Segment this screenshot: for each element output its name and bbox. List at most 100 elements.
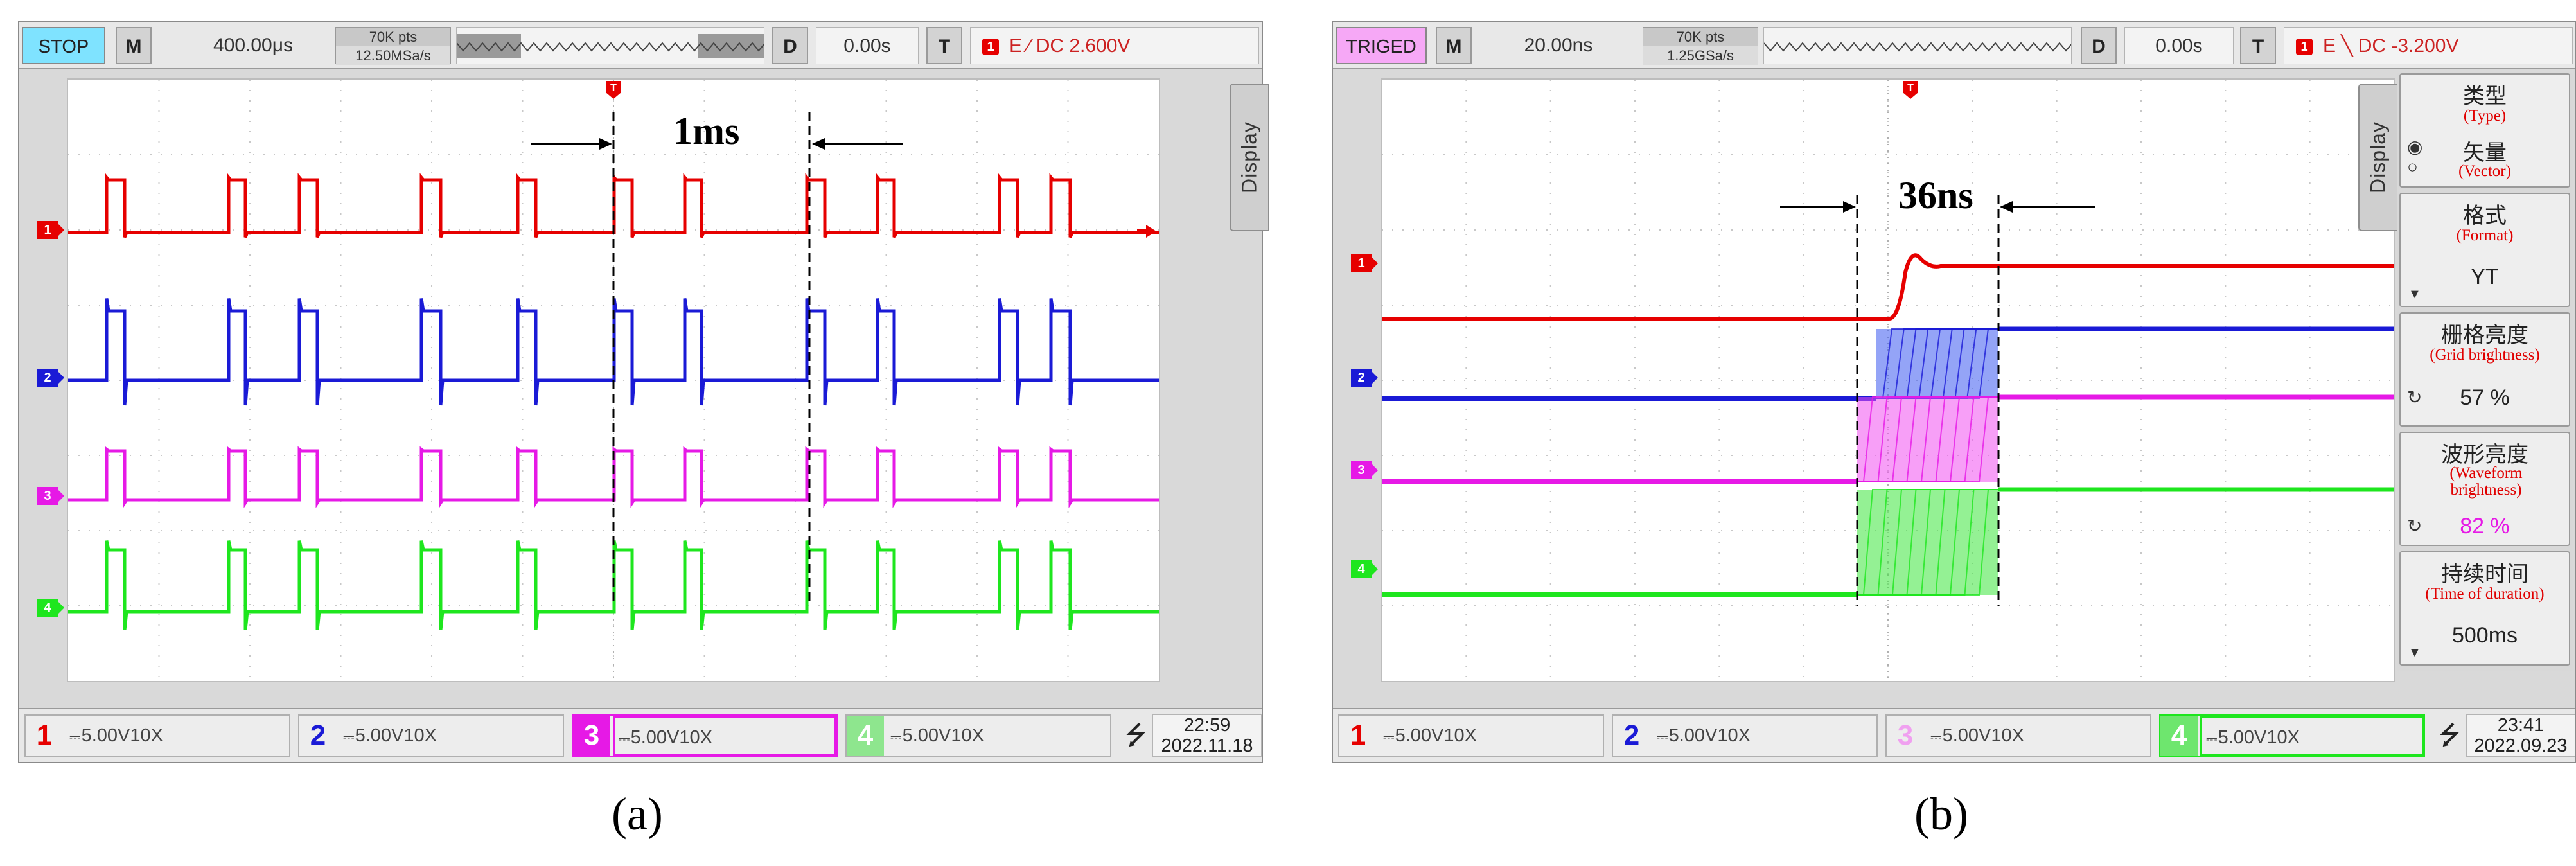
waveform-display[interactable]: T bbox=[67, 78, 1160, 682]
run-stop-button[interactable]: TRIGED bbox=[1336, 27, 1427, 64]
channel-1-marker[interactable]: 1 bbox=[1351, 254, 1378, 272]
channel-2-persistence bbox=[1382, 326, 2394, 401]
memory-points: 70K pts bbox=[1676, 29, 1725, 45]
menu-grid-brightness[interactable]: 栅格亮度 (Grid brightness) ↻ 57 % bbox=[2399, 312, 2570, 427]
dc-coupling-icon: ⎓ bbox=[1383, 729, 1395, 745]
waveform-plot: T bbox=[68, 80, 1159, 681]
system-clock: 22:59 2022.11.18 bbox=[1152, 714, 1262, 757]
menu-time-of-duration[interactable]: 持续时间 (Time of duration) 500ms ▼ bbox=[2399, 551, 2570, 666]
rotate-knob-icon: ↻ bbox=[2407, 387, 2422, 407]
pulse-period-annotation: 1ms bbox=[673, 110, 740, 152]
channel-3-scale[interactable]: 3 ⎓5.00V10X bbox=[1885, 714, 2151, 757]
channel-1-scale[interactable]: 1 ⎓5.00V10X bbox=[24, 714, 290, 757]
channel-3-trace bbox=[68, 446, 1159, 508]
channel-3-persistence bbox=[1382, 394, 2394, 484]
run-stop-button[interactable]: STOP bbox=[22, 27, 105, 64]
trigger-marker-label: T bbox=[610, 83, 617, 94]
caption-b: (b) bbox=[1914, 788, 1968, 840]
usb-icon: ⭍ bbox=[2439, 721, 2460, 750]
channel-1-scale[interactable]: 1 ⎓5.00V10X bbox=[1338, 714, 1604, 757]
delay-arrow-left-head bbox=[1843, 201, 1856, 213]
display-tab[interactable]: Display bbox=[1230, 84, 1269, 231]
trigger-marker-icon bbox=[606, 81, 621, 99]
channel-4-persistence bbox=[1382, 487, 2394, 597]
dc-coupling-icon: ⎓ bbox=[2206, 730, 2218, 747]
channel-2-marker[interactable]: 2 bbox=[37, 369, 64, 387]
trigger-channel-badge: 1 bbox=[2296, 39, 2313, 56]
delay-value[interactable]: 0.00s bbox=[816, 27, 919, 64]
display-menu: 类型 (Type) ◉ ○ 矢量 (Vector) 格式 (Format) YT… bbox=[2397, 73, 2573, 671]
persistence-edge bbox=[1819, 396, 1998, 482]
waveform-overview-strip[interactable] bbox=[456, 27, 764, 64]
menu-waveform-brightness[interactable]: 波形亮度 (Waveform brightness) ↻ 82 % bbox=[2399, 432, 2570, 546]
propagation-delay-annotation: 36ns bbox=[1898, 174, 1973, 216]
bottom-status-bar: 1 ⎓5.00V10X 2 ⎓5.00V10X 3 ⎓5.00V10X 4 ⎓5… bbox=[19, 708, 1262, 762]
system-clock: 23:41 2022.09.23 bbox=[2466, 714, 2575, 757]
dropdown-arrow-icon: ▼ bbox=[2408, 287, 2421, 301]
channel-1-trace bbox=[68, 173, 1159, 238]
radio-selected-icon[interactable]: ◉ bbox=[2407, 137, 2423, 157]
dc-coupling-icon: ⎓ bbox=[1930, 729, 1942, 745]
dc-coupling-icon: ⎓ bbox=[343, 729, 355, 745]
channel-4-marker[interactable]: 4 bbox=[1351, 560, 1378, 578]
period-arrow-right-head bbox=[812, 138, 825, 150]
trigger-marker-icon bbox=[1903, 81, 1918, 99]
trigger-key[interactable]: T bbox=[2240, 27, 2276, 64]
trigger-channel-badge: 1 bbox=[982, 39, 999, 56]
trigger-settings[interactable]: 1 E ╲ DC -3.200V bbox=[2284, 27, 2573, 64]
trigger-key[interactable]: T bbox=[926, 27, 962, 64]
overview-waveform-icon bbox=[1764, 42, 2071, 52]
oscilloscope-screenshot-a: STOP M 400.00μs 70K pts 12.50MSa/s D 0.0… bbox=[18, 21, 1269, 763]
memory-depth: 70K pts 1.25GSa/s bbox=[1643, 27, 1758, 65]
menu-type[interactable]: 类型 (Type) ◉ ○ 矢量 (Vector) bbox=[2399, 73, 2570, 188]
sample-rate: 1.25GSa/s bbox=[1643, 46, 1758, 65]
waveform-display[interactable]: T bbox=[1381, 78, 2395, 682]
dc-coupling-icon: ⎓ bbox=[890, 729, 902, 745]
bottom-status-bar: 1 ⎓5.00V10X 2 ⎓5.00V10X 3 ⎓5.00V10X 4 ⎓5… bbox=[1333, 708, 2575, 762]
trigger-description: E ╲ DC -3.200V bbox=[2323, 35, 2459, 57]
period-arrow-left-head bbox=[599, 138, 612, 150]
delay-value[interactable]: 0.00s bbox=[2124, 27, 2234, 64]
timebase-value[interactable]: 20.00ns bbox=[1524, 35, 1593, 56]
delay-key[interactable]: D bbox=[772, 27, 808, 64]
menu-format[interactable]: 格式 (Format) YT ▼ bbox=[2399, 193, 2570, 307]
channel-3-marker[interactable]: 3 bbox=[1351, 461, 1378, 479]
dc-coupling-icon: ⎓ bbox=[69, 729, 81, 745]
menu-key[interactable]: M bbox=[1436, 27, 1472, 64]
delay-key[interactable]: D bbox=[2081, 27, 2117, 64]
channel-3-marker[interactable]: 3 bbox=[37, 487, 64, 505]
persistence-band bbox=[1857, 397, 1998, 482]
channel-2-marker[interactable]: 2 bbox=[1351, 369, 1378, 387]
channel-4-scale[interactable]: 4 ⎓5.00V10X bbox=[2159, 714, 2425, 757]
delay-arrow-right-head bbox=[2000, 201, 2013, 213]
memory-points: 70K pts bbox=[369, 29, 418, 45]
channel-1-trace bbox=[1382, 253, 2394, 321]
trigger-position-marker: T bbox=[606, 81, 621, 99]
radio-unselected-icon[interactable]: ○ bbox=[2407, 157, 2418, 177]
display-tab[interactable]: Display bbox=[2358, 84, 2398, 231]
overview-waveform-icon bbox=[457, 34, 764, 58]
persistence-edge bbox=[1819, 489, 1998, 596]
trigger-level-icon bbox=[1137, 225, 1156, 238]
channel-4-scale[interactable]: 4 ⎓5.00V10X bbox=[845, 714, 1111, 757]
channel-2-scale[interactable]: 2 ⎓5.00V10X bbox=[298, 714, 564, 757]
oscilloscope-screenshot-b: TRIGED M 20.00ns 70K pts 1.25GSa/s D 0.0… bbox=[1332, 21, 2576, 763]
channel-3-scale[interactable]: 3 ⎓5.00V10X bbox=[572, 714, 838, 757]
trigger-description: E ∕ DC 2.600V bbox=[1009, 35, 1131, 57]
top-status-bar: STOP M 400.00μs 70K pts 12.50MSa/s D 0.0… bbox=[19, 22, 1262, 69]
trigger-marker-label: T bbox=[1907, 83, 1914, 94]
channel-1-marker[interactable]: 1 bbox=[37, 221, 64, 239]
rotate-knob-icon: ↻ bbox=[2407, 516, 2422, 536]
channel-2-trace bbox=[68, 298, 1159, 406]
trigger-position-marker: T bbox=[1903, 81, 1918, 99]
channel-2-scale[interactable]: 2 ⎓5.00V10X bbox=[1612, 714, 1878, 757]
waveform-overview-strip[interactable] bbox=[1763, 27, 2072, 64]
trigger-settings[interactable]: 1 E ∕ DC 2.600V bbox=[970, 27, 1259, 64]
memory-depth: 70K pts 12.50MSa/s bbox=[335, 27, 451, 65]
dc-coupling-icon: ⎓ bbox=[1657, 729, 1668, 745]
timebase-value[interactable]: 400.00μs bbox=[213, 35, 294, 56]
menu-key[interactable]: M bbox=[116, 27, 152, 64]
caption-a: (a) bbox=[612, 788, 663, 840]
channel-4-marker[interactable]: 4 bbox=[37, 599, 64, 617]
usb-icon: ⭍ bbox=[1125, 721, 1147, 750]
